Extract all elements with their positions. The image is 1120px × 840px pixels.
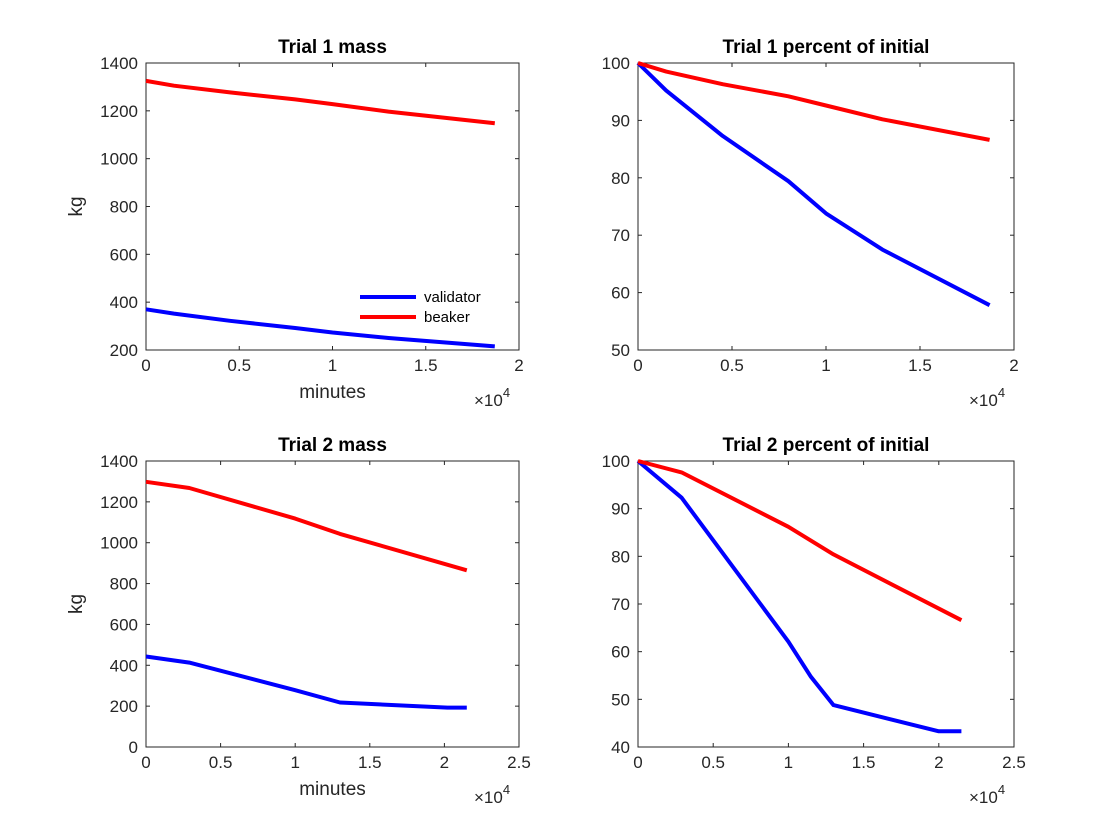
legend: validator beaker — [360, 289, 481, 326]
series-line-1 — [145, 654, 467, 710]
x-tick-label: 1 — [290, 753, 299, 772]
x-tick-label: 2 — [934, 753, 943, 772]
y-tick-label: 80 — [611, 169, 630, 188]
y-tick-label: 800 — [110, 198, 138, 217]
x-tick-label: 1 — [821, 356, 830, 375]
y-tick-label: 400 — [110, 293, 138, 312]
x-tick-label: 0.5 — [209, 753, 233, 772]
x-tick-label: 1 — [328, 356, 337, 375]
series-line-1 — [145, 307, 495, 349]
x-tick-label: 0.5 — [701, 753, 725, 772]
x-tick-label: 1 — [784, 753, 793, 772]
x-exponent-label: ×104 — [474, 782, 510, 807]
x-tick-label: 1.5 — [414, 356, 438, 375]
y-tick-label: 1000 — [100, 150, 138, 169]
chart-panel-3: 0 0.5 1 1.5 2 2.5 0 200 400 600 800 1000 1200 1400 ×10… — [66, 435, 531, 807]
chart-panel-1: 0 0.5 1 1.5 2 200 400 600 800 1000 1200 1400 ×104 Tri… — [66, 37, 524, 410]
y-tick-label: 70 — [611, 226, 630, 245]
y-tick-label: 1200 — [100, 493, 138, 512]
x-tick-label: 1.5 — [358, 753, 382, 772]
y-tick-label: 400 — [110, 656, 138, 675]
axes-box — [145, 460, 520, 748]
y-tick-label: 800 — [110, 575, 138, 594]
legend-entry: beaker — [424, 309, 470, 326]
x-tick-label: 0 — [141, 753, 150, 772]
legend-entry: validator — [424, 289, 481, 306]
y-tick-label: 80 — [611, 547, 630, 566]
chart-panel-2: 0 0.5 1 1.5 2 50 60 70 80 90 100 ×104 Trial 1 percen… — [602, 37, 1019, 410]
x-tick-label: 2.5 — [1002, 753, 1026, 772]
chart-panel-4: 0 0.5 1 1.5 2 2.5 40 50 60 70 80 90 100 ×104 Trial 2 p… — [602, 435, 1026, 807]
x-exponent-power: 4 — [998, 782, 1005, 797]
y-tick-label: 90 — [611, 111, 630, 130]
y-tick-label: 200 — [110, 341, 138, 360]
x-axis-label: minutes — [299, 779, 366, 800]
chart-title: Trial 1 mass — [278, 37, 387, 58]
series-line-2 — [637, 459, 963, 622]
y-tick-label: 600 — [110, 615, 138, 634]
x-exponent-label: ×104 — [969, 385, 1005, 410]
series-line-2 — [637, 61, 990, 142]
y-tick-label: 40 — [611, 738, 630, 757]
x-exponent-label: ×104 — [969, 782, 1005, 807]
x-axis-label: minutes — [299, 382, 366, 403]
y-axis-label: kg — [66, 196, 87, 216]
y-tick-label: 0 — [129, 738, 138, 757]
y-tick-label: 70 — [611, 595, 630, 614]
x-tick-label: 1.5 — [908, 356, 932, 375]
y-tick-label: 50 — [611, 341, 630, 360]
x-tick-label: 0.5 — [720, 356, 744, 375]
chart-title: Trial 2 mass — [278, 435, 387, 456]
x-tick-label: 0 — [633, 753, 642, 772]
y-tick-label: 200 — [110, 697, 138, 716]
x-tick-label: 2.5 — [507, 753, 531, 772]
series-line-2 — [145, 78, 496, 126]
series-line-2 — [145, 479, 468, 573]
x-exponent-power: 4 — [998, 385, 1005, 400]
x-tick-label: 2 — [1009, 356, 1018, 375]
x-exponent-power: 4 — [503, 782, 510, 797]
chart-title: Trial 2 percent of initial — [723, 435, 930, 456]
y-tick-label: 50 — [611, 690, 630, 709]
chart-title: Trial 1 percent of initial — [723, 37, 930, 58]
axes-box — [637, 460, 1015, 748]
x-tick-label: 2 — [514, 356, 523, 375]
y-tick-label: 1400 — [100, 54, 138, 73]
y-tick-label: 100 — [602, 54, 630, 73]
x-exponent-power: 4 — [503, 385, 510, 400]
y-axis-label: kg — [66, 594, 87, 614]
y-tick-label: 1400 — [100, 452, 138, 471]
x-exponent-base: ×10 — [474, 391, 503, 410]
x-exponent-base: ×10 — [969, 391, 998, 410]
x-tick-label: 0.5 — [227, 356, 251, 375]
y-tick-label: 600 — [110, 245, 138, 264]
series-line-1 — [636, 459, 962, 734]
y-tick-label: 1200 — [100, 102, 138, 121]
y-tick-label: 60 — [611, 284, 630, 303]
x-tick-label: 0 — [141, 356, 150, 375]
y-tick-label: 90 — [611, 500, 630, 519]
x-tick-label: 2 — [440, 753, 449, 772]
x-tick-label: 0 — [633, 356, 642, 375]
y-tick-label: 100 — [602, 452, 630, 471]
x-exponent-base: ×10 — [474, 788, 503, 807]
x-exponent-label: ×104 — [474, 385, 510, 410]
x-exponent-base: ×10 — [969, 788, 998, 807]
series-line-1 — [636, 61, 991, 307]
y-tick-label: 1000 — [100, 534, 138, 553]
y-tick-label: 60 — [611, 643, 630, 662]
x-tick-label: 1.5 — [852, 753, 876, 772]
